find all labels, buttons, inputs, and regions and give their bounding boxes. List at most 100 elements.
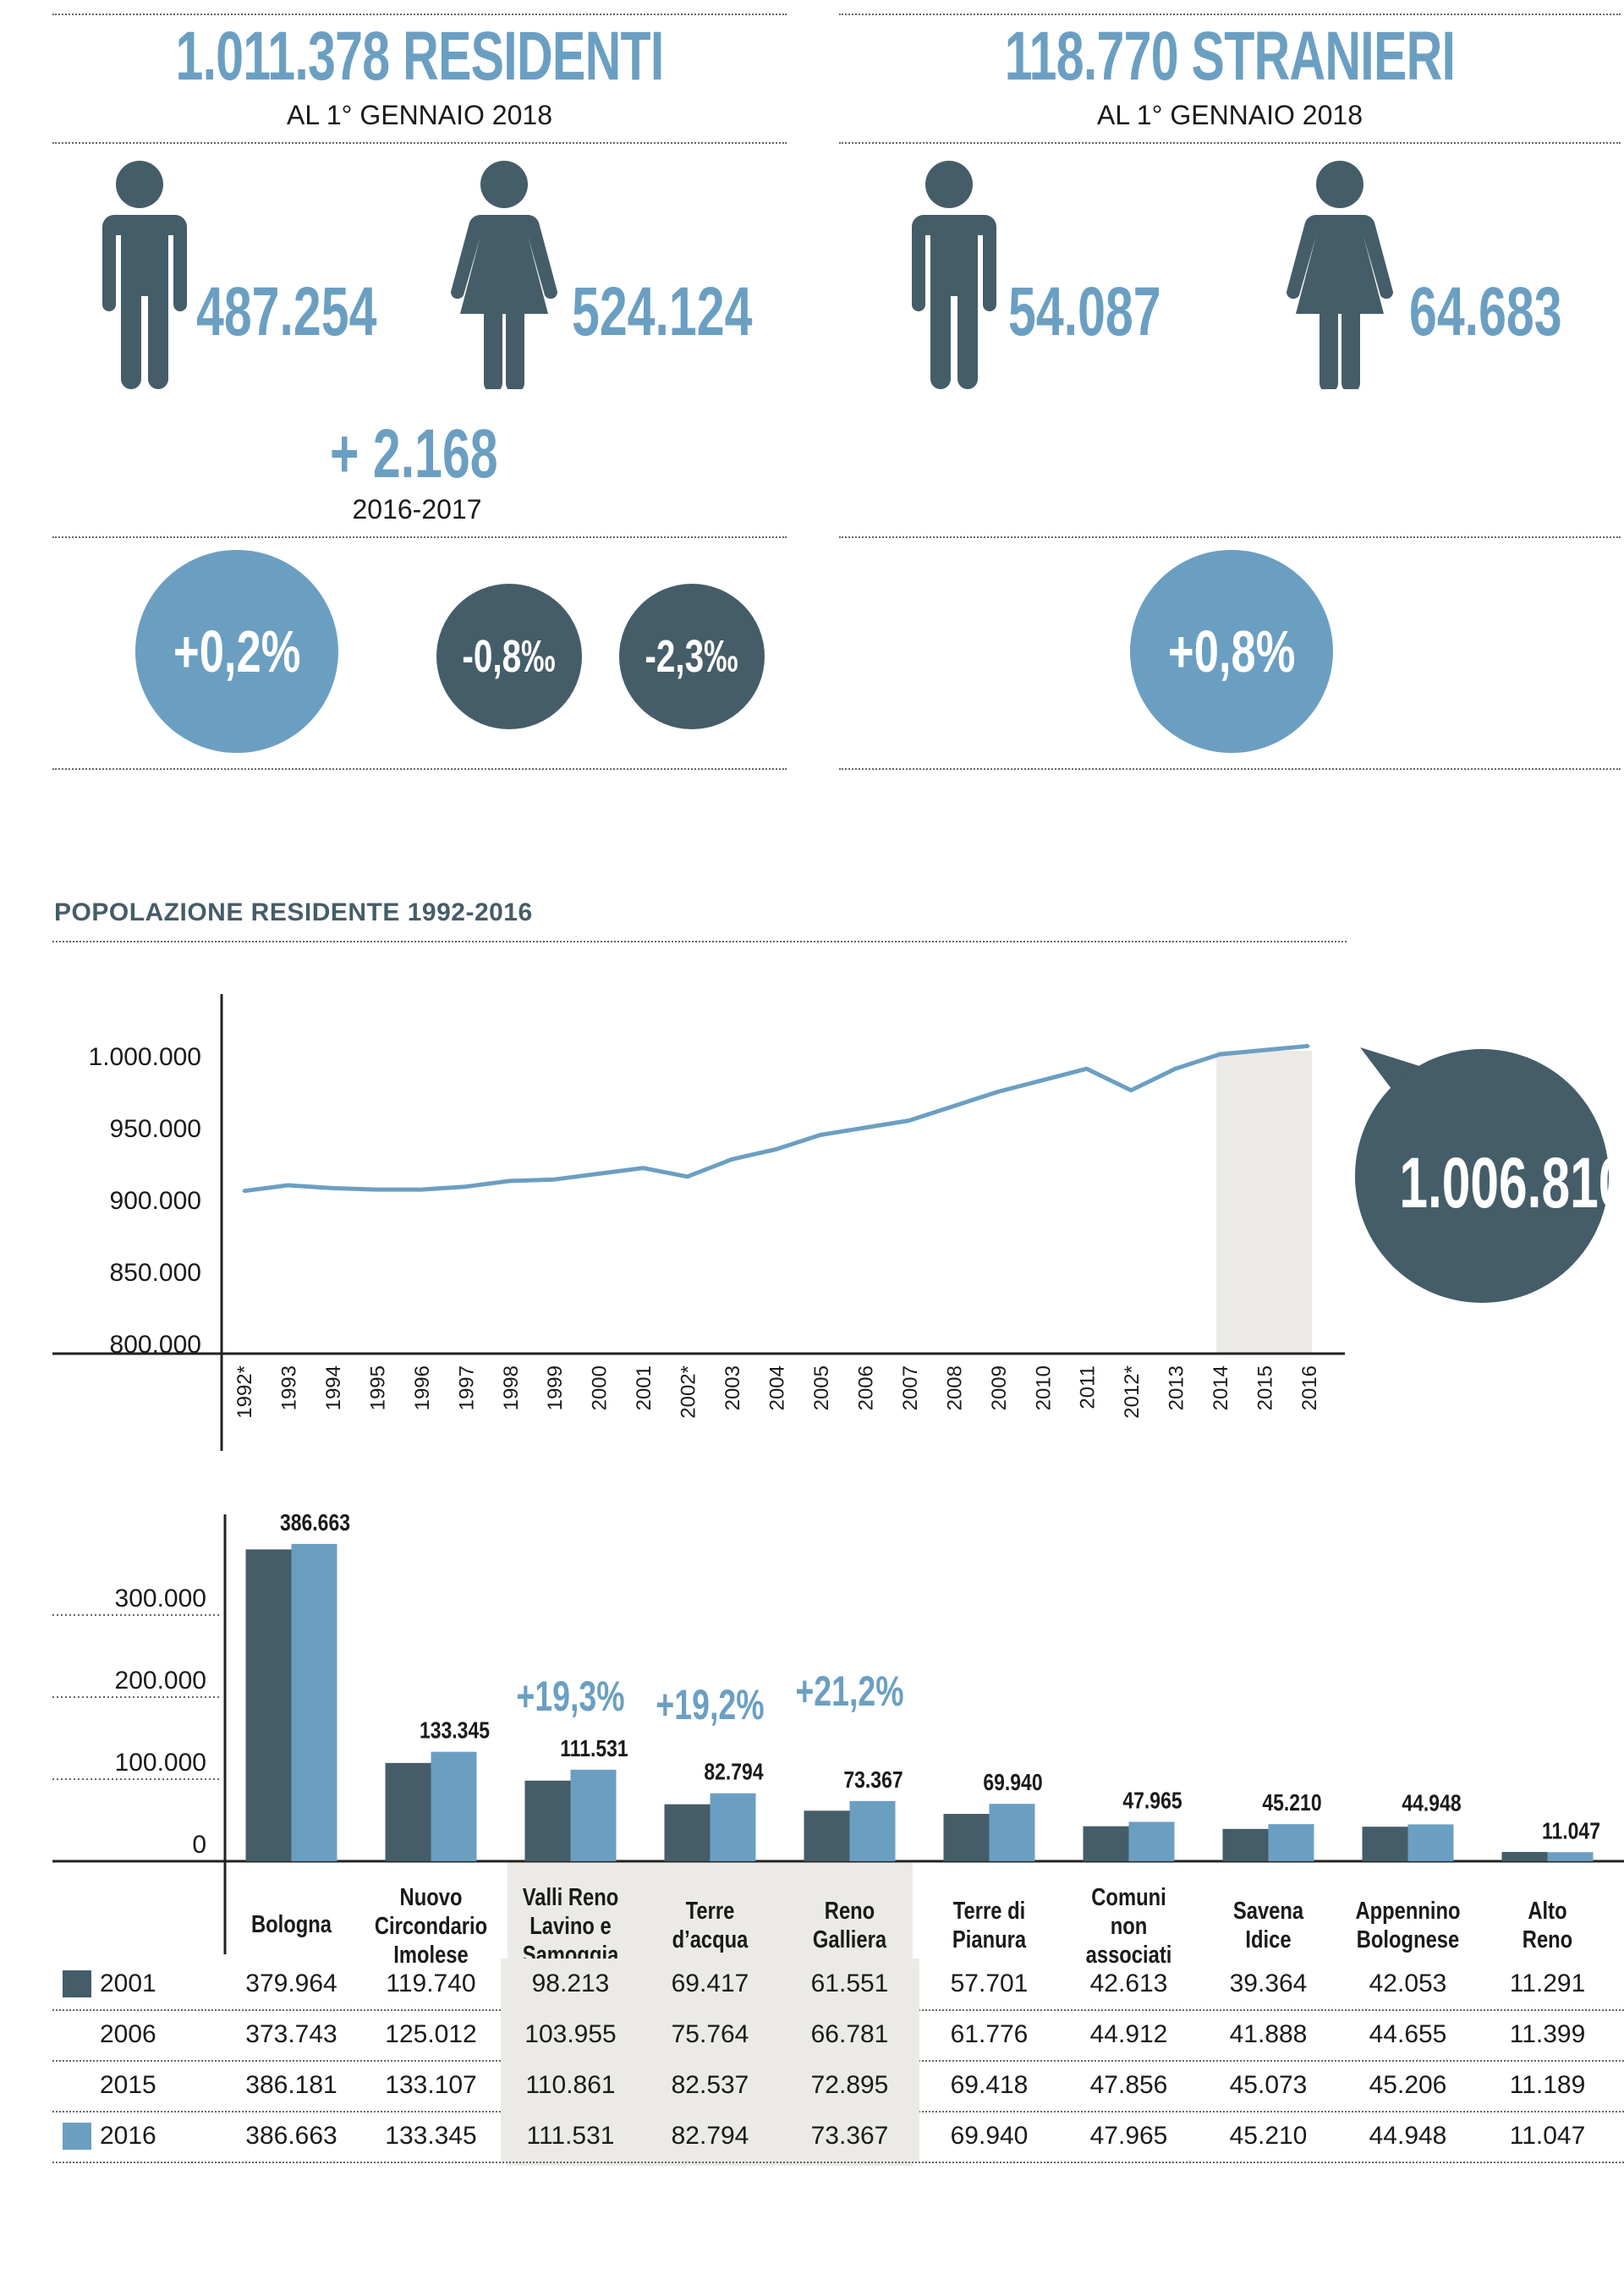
male-foreigners: 54.087: [1008, 273, 1161, 350]
man-icon: [102, 161, 187, 389]
divider: [52, 768, 787, 770]
table-cell: 45.073: [1229, 2071, 1308, 2099]
residents-change: + 2.168: [330, 415, 498, 492]
table-cell: 82.537: [640, 2060, 780, 2111]
x-tick-label: 2001: [633, 1365, 656, 1410]
bar-2001: [524, 1780, 571, 1861]
line-point: [952, 1105, 955, 1107]
x-tick-label: 2010: [1032, 1365, 1055, 1410]
row-year: 2001: [100, 1970, 156, 1997]
line-point: [1307, 1044, 1310, 1047]
population-line: [243, 1043, 1309, 1194]
growth-annotation: +19,2%: [656, 1682, 764, 1728]
x-tick-label: 1998: [500, 1365, 523, 1410]
bar-2001: [1501, 1852, 1548, 1861]
bar-2001: [804, 1810, 850, 1861]
bar-2001: [943, 1814, 990, 1861]
bar-2001: [245, 1549, 292, 1861]
table-cell: 133.107: [385, 2071, 477, 2099]
bar-2016: [1547, 1852, 1594, 1861]
table-cell: 69.940: [950, 2122, 1029, 2150]
rate-value: -0,8‰: [462, 631, 557, 682]
table-cell: 44.948: [1369, 2122, 1447, 2150]
residents-block: 1.011.378 RESIDENTI: [52, 17, 787, 96]
category-label: Valli Reno: [523, 1883, 619, 1911]
x-tick-label: 1997: [455, 1365, 478, 1410]
callout-value: 1.006.810: [1399, 1143, 1624, 1222]
bar-2016: [570, 1769, 617, 1861]
x-tick-label: 1999: [544, 1365, 567, 1410]
x-tick-label: 2012*: [1121, 1365, 1144, 1419]
divider: [839, 536, 1621, 538]
callout-wrap: 1.006.810: [1355, 1142, 1624, 1224]
x-tick-label: 1996: [411, 1365, 434, 1410]
x-tick-label: 2008: [943, 1365, 966, 1410]
y-tick-label: 850.000: [110, 1259, 201, 1287]
rate-circle: -0,8‰: [436, 584, 582, 729]
line-point: [1040, 1079, 1044, 1082]
y-tick-label: 200.000: [115, 1667, 206, 1695]
table-cell: 69.417: [640, 1959, 780, 2009]
table-row: 2016 386.663 133.345 111.531 82.794 73.367 69.…: [51, 2111, 1624, 2162]
x-tick-label: 2011: [1077, 1365, 1100, 1409]
table-cell: 61.776: [950, 2020, 1029, 2048]
table-row: 2015 386.181 133.107 110.861 82.537 72.895 69.…: [51, 2060, 1624, 2111]
divider: [839, 142, 1621, 144]
line-point: [552, 1178, 556, 1181]
category-label: Terre: [686, 1897, 735, 1925]
foreigners-subtitle: AL 1° GENNAIO 2018: [1097, 100, 1363, 130]
table-cell: 379.964: [245, 1970, 337, 1997]
category-label: Imolese: [393, 1941, 469, 1969]
category-label: Nuovo: [400, 1883, 463, 1911]
category-label: Circondario: [375, 1912, 487, 1940]
table-cell: 61.551: [780, 1959, 919, 2009]
residents-title: 1.011.378 RESIDENTI: [175, 18, 664, 95]
y-tick-label: 900.000: [110, 1187, 201, 1215]
bar-2001: [1362, 1827, 1408, 1861]
line-point: [908, 1119, 911, 1122]
line-chart-title: POPOLAZIONE RESIDENTE 1992-2016: [54, 898, 533, 926]
line-point: [686, 1175, 689, 1178]
table-cell: 386.663: [245, 2122, 337, 2150]
table-cell: 11.399: [1509, 2020, 1586, 2048]
y-tick-label: 300.000: [115, 1585, 206, 1612]
foreigners-growth-circle: +0,8%: [1130, 550, 1333, 753]
category-label: Alto: [1528, 1897, 1566, 1925]
line-point: [1263, 1048, 1266, 1052]
table-cell: 42.613: [1089, 1970, 1168, 1997]
bar-data-label: 111.531: [560, 1736, 628, 1762]
category-label: associati: [1086, 1941, 1172, 1969]
bar-data-label: 69.940: [983, 1770, 1042, 1796]
table-cell: 47.965: [1089, 2122, 1168, 2150]
table-cell: 75.764: [640, 2009, 780, 2060]
line-point: [464, 1185, 467, 1189]
line-point: [508, 1179, 512, 1183]
callout-bubble: 1.006.810: [1353, 1024, 1624, 1303]
x-tick-label: 1995: [366, 1365, 389, 1410]
table-cell: 98.213: [501, 1959, 640, 2009]
growth-annotation: +19,3%: [516, 1673, 624, 1720]
table-cell: 73.367: [780, 2111, 919, 2162]
x-tick-label: 2014: [1210, 1365, 1232, 1410]
line-point: [996, 1091, 1000, 1093]
divider: [839, 14, 1621, 15]
bar-2016: [849, 1800, 896, 1861]
category-label: Bolognese: [1357, 1926, 1459, 1953]
y-tick-label: 800.000: [110, 1331, 201, 1359]
x-tick-label: 2007: [899, 1365, 922, 1410]
x-tick-label: 2003: [721, 1365, 744, 1410]
callout-shape: [1355, 1047, 1609, 1303]
table-cell: 11.291: [1509, 1970, 1586, 1997]
bar-data-label: 133.345: [420, 1718, 490, 1744]
table-cell: 386.181: [245, 2071, 337, 2099]
woman-icon: [450, 161, 558, 389]
legend-swatch: [63, 1970, 91, 1997]
divider: [52, 941, 1347, 942]
change-period: 2016-2017: [352, 494, 482, 525]
y-tick-label: 100.000: [115, 1749, 206, 1777]
table-cell: 11.189: [1509, 2071, 1586, 2099]
table-cell: 111.531: [501, 2111, 640, 2162]
table-cell: 45.210: [1229, 2122, 1308, 2150]
growth-value: +0,2%: [173, 618, 301, 684]
legend-swatch: [63, 2123, 91, 2150]
